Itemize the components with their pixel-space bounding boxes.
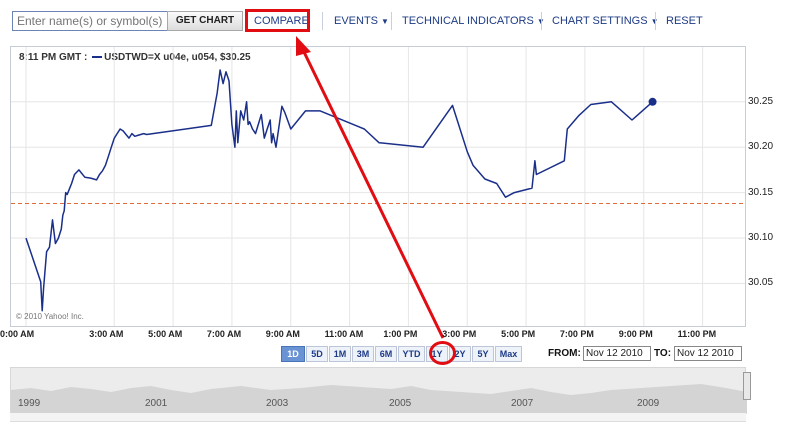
y-tick-label: 30.15 [748, 186, 774, 198]
legend-time: 8:11 PM GMT : [19, 52, 88, 63]
overview-year-label: 2001 [145, 398, 168, 409]
x-tick-label: 7:00 PM [559, 329, 594, 339]
events-label: EVENTS [334, 15, 379, 27]
compare-highlight-box [245, 9, 310, 32]
range-button-6m[interactable]: 6M [375, 346, 397, 362]
chart-settings-label: CHART SETTINGS [552, 15, 648, 27]
compare-label: COMPARE [254, 15, 309, 27]
chart-settings-menu[interactable]: CHART SETTINGS▼ [552, 15, 658, 27]
compare-menu[interactable]: COMPARE [254, 15, 309, 27]
series-swatch [92, 56, 103, 59]
to-label: TO: [654, 348, 672, 359]
annotation-arrow [296, 36, 445, 339]
y-tick-label: 30.10 [748, 232, 774, 244]
series-line [25, 69, 654, 312]
chevron-down-icon: ▼ [537, 17, 545, 26]
toolbar-divider [391, 12, 392, 30]
range-button-5d[interactable]: 5D [306, 346, 328, 362]
x-tick-label: 11:00 PM [677, 329, 717, 339]
navigator-handle[interactable] [743, 372, 751, 400]
x-tick-label: 5:00 AM [148, 329, 183, 339]
x-tick-label: 1:00 PM [383, 329, 418, 339]
y-tick-label: 30.05 [748, 277, 774, 289]
toolbar-divider [541, 12, 542, 30]
reset-button[interactable]: RESET [666, 15, 703, 27]
range-button-1m[interactable]: 1M [329, 346, 351, 362]
x-tick-label: 3:00 PM [442, 329, 477, 339]
x-tick-label: 9:00 AM [265, 329, 300, 339]
toolbar-divider [655, 12, 656, 30]
events-menu[interactable]: EVENTS ▼ [334, 15, 389, 27]
legend-series: USDTWD=X u04e, u054, $30.25 [104, 52, 251, 63]
chevron-down-icon: ▼ [381, 17, 389, 26]
range-button-ytd[interactable]: YTD [398, 346, 425, 362]
chart-legend: 8:11 PM GMT : USDTWD=X u04e, u054, $30.2… [19, 52, 251, 63]
technical-indicators-label: TECHNICAL INDICATORS [402, 15, 534, 27]
copyright-notice: © 2010 Yahoo! Inc. [16, 312, 84, 321]
range-highlight-oval [429, 341, 456, 365]
to-date-input[interactable]: Nov 12 2010 [674, 346, 742, 361]
overview-year-label: 1999 [18, 398, 41, 409]
x-tick-label: 9:00 PM [618, 329, 653, 339]
chevron-down-icon: ▼ [651, 17, 659, 26]
x-tick-label: 7:00 AM [206, 329, 242, 339]
from-date-input[interactable]: Nov 12 2010 [583, 346, 651, 361]
technical-indicators-menu[interactable]: TECHNICAL INDICATORS▼ [402, 15, 545, 27]
overview-year-label: 2003 [266, 398, 289, 409]
chart-area[interactable] [10, 46, 746, 327]
reset-label: RESET [666, 15, 703, 27]
overview-year-label: 2005 [389, 398, 412, 409]
last-price-marker [648, 97, 657, 106]
x-tick-label: 11:00 AM [324, 329, 364, 339]
get-chart-button[interactable]: GET CHART [167, 11, 243, 31]
range-button-max[interactable]: Max [495, 346, 522, 362]
overview-navigator[interactable] [10, 367, 747, 414]
range-button-5y[interactable]: 5Y [472, 346, 494, 362]
symbol-search-input[interactable] [12, 11, 170, 31]
overview-scrollbar[interactable] [10, 413, 746, 422]
chart-grid [11, 47, 745, 326]
y-tick-label: 30.20 [748, 141, 774, 153]
overview-year-label: 2007 [511, 398, 534, 409]
x-tick-label: 5:00 PM [501, 329, 536, 339]
x-tick-label: 3:00 AM [89, 329, 124, 339]
overview-history-area [11, 384, 747, 414]
from-label: FROM: [548, 348, 581, 359]
range-button-1d[interactable]: 1D [281, 346, 305, 362]
x-tick-label: 0:00 AM [0, 329, 35, 339]
range-button-3m[interactable]: 3M [352, 346, 374, 362]
overview-year-label: 2009 [637, 398, 660, 409]
y-tick-label: 30.25 [748, 95, 774, 107]
chart-toolbar: GET CHART COMPARE EVENTS▼ TECHNICAL INDI… [0, 0, 797, 42]
toolbar-divider [322, 12, 323, 30]
